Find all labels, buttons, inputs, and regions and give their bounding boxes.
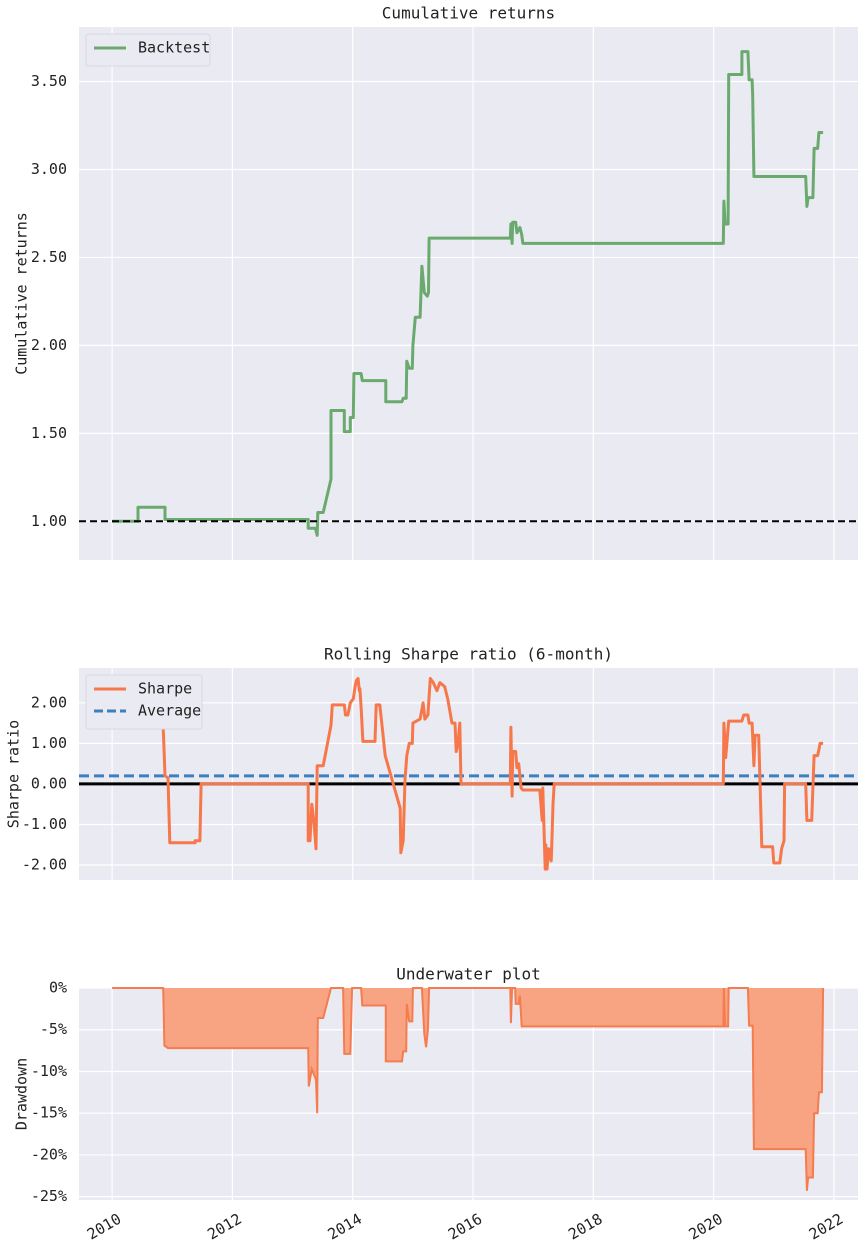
series-line [142,677,824,871]
x-tick-label: 2018 [565,1210,605,1244]
y-tick-label: 3.00 [31,160,67,178]
chart-title: Cumulative returns [382,4,555,23]
x-tick-label: 2020 [686,1210,726,1244]
y-axis-label: Cumulative returns [13,212,31,375]
y-tick-label: 3.50 [31,72,67,90]
y-tick-label: -25% [31,1187,67,1205]
plot-background [79,27,858,560]
legend-label: Sharpe [138,680,192,698]
y-axis-label: Drawdown [13,1058,31,1130]
y-tick-label: -2.00 [22,856,67,874]
y-tick-label: 2.00 [31,336,67,354]
area-fill [112,988,824,1191]
y-tick-label: 2.50 [31,248,67,266]
y-tick-label: 0.00 [31,774,67,792]
y-tick-label: -1.00 [22,815,67,833]
area-line [112,987,825,1191]
y-tick-label: -15% [31,1104,67,1122]
series-line [112,50,824,537]
legend-label: Average [138,702,201,720]
legend-label: Backtest [138,39,210,57]
y-tick-label: 1.50 [31,424,67,442]
y-tick-label: -10% [31,1062,67,1080]
chart-title: Underwater plot [396,965,541,984]
y-tick-label: -20% [31,1145,67,1163]
x-tick-label: 2022 [806,1210,846,1244]
y-tick-label: 1.00 [31,734,67,752]
legend-box [85,33,211,67]
y-tick-label: 2.00 [31,693,67,711]
y-tick-label: 1.00 [31,512,67,530]
x-tick-label: 2012 [204,1210,244,1244]
y-tick-label: -5% [40,1020,67,1038]
chart-title: Rolling Sharpe ratio (6-month) [324,645,613,664]
y-axis-label: Sharpe ratio [5,720,23,828]
y-tick-label: 0% [49,979,67,997]
x-tick-label: 2014 [325,1210,365,1244]
x-tick-label: 2016 [445,1210,485,1244]
x-tick-label: 2010 [84,1210,124,1244]
